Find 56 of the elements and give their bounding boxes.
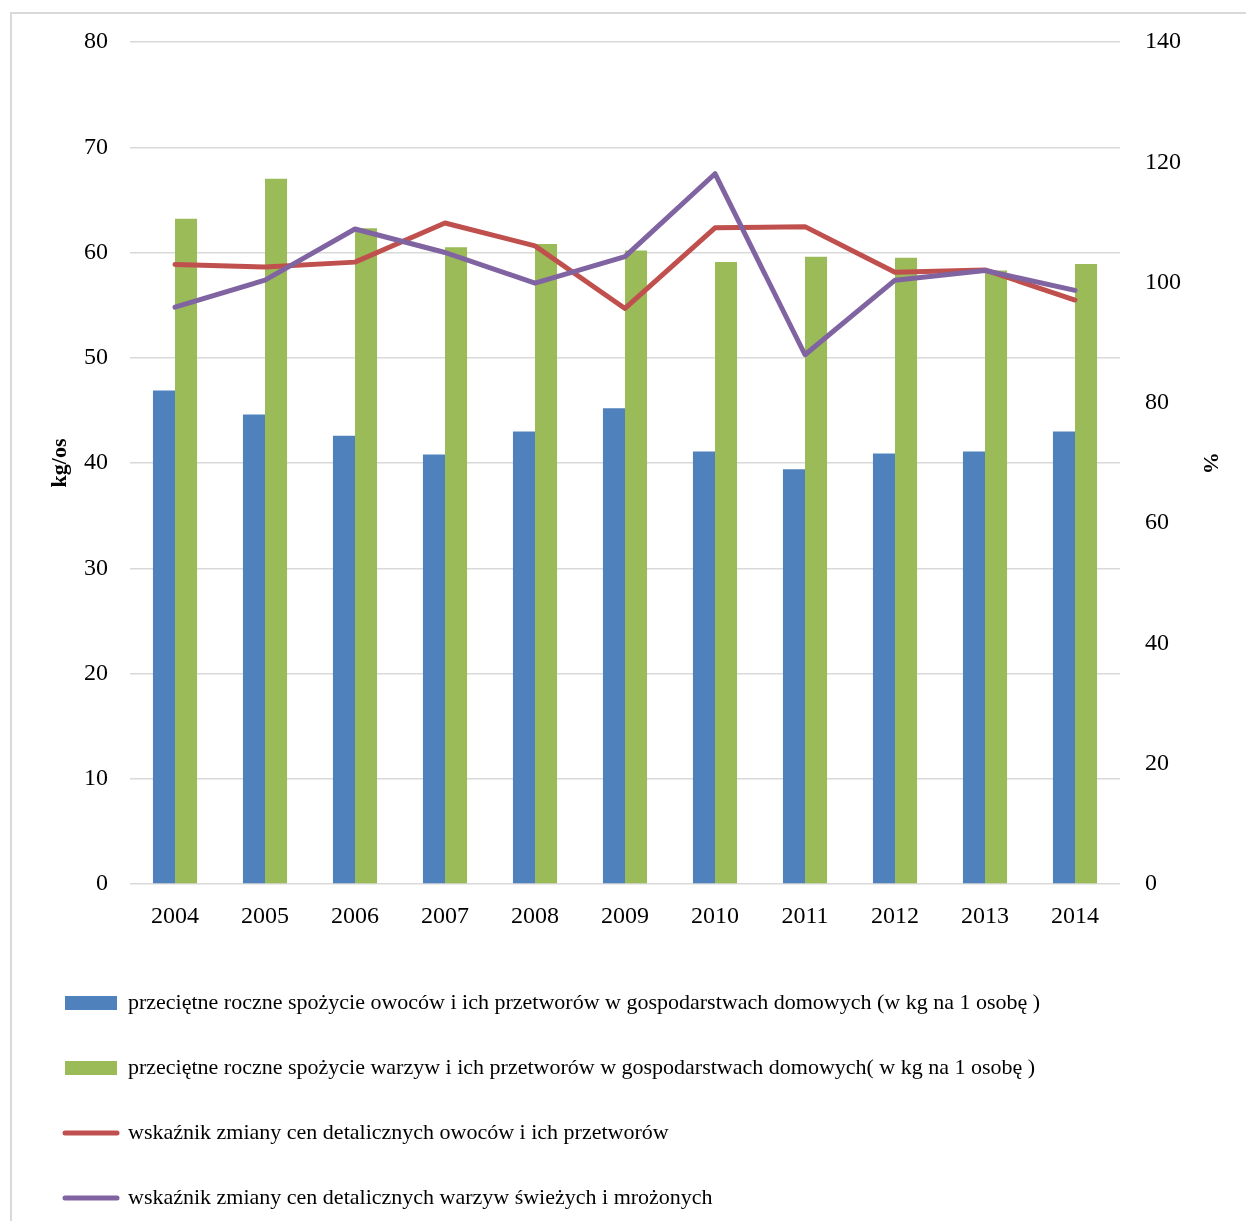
x-tick-label: 2012 xyxy=(871,901,919,928)
legend-label: przeciętne roczne spożycie warzyw i ich przetworów w gospodarstwach domowych( w kg na 1 osobę ) xyxy=(128,1053,1036,1079)
y-tick-label: 0 xyxy=(96,869,108,896)
bar xyxy=(692,451,715,884)
x-tick-label: 2006 xyxy=(331,901,379,928)
y2-tick-label: 20 xyxy=(1145,749,1169,776)
x-tick-label: 2005 xyxy=(241,901,289,928)
legend-label: wskaźnik zmiany cen detalicznych warzyw świeżych i mrożonych xyxy=(128,1183,713,1209)
y-tick-label: 30 xyxy=(84,553,108,580)
y2-tick-label: 100 xyxy=(1145,267,1181,294)
bar xyxy=(512,431,535,884)
bar xyxy=(805,256,828,884)
bar xyxy=(962,451,985,884)
bar xyxy=(535,244,558,884)
y2-tick-label: 80 xyxy=(1145,388,1169,415)
x-tick-label: 2014 xyxy=(1051,901,1099,928)
x-tick-label: 2013 xyxy=(961,901,1009,928)
x-tick-label: 2004 xyxy=(151,901,199,928)
y-tick-label: 10 xyxy=(84,764,108,791)
y-tick-label: 70 xyxy=(84,132,108,159)
bar xyxy=(1052,431,1075,884)
x-tick-label: 2007 xyxy=(421,901,469,928)
y2-tick-label: 120 xyxy=(1145,147,1181,174)
bar xyxy=(782,469,805,884)
y2-tick-label: 60 xyxy=(1145,508,1169,535)
y-axis-title: kg/os xyxy=(45,438,71,488)
bar xyxy=(265,178,288,884)
y2-axis-title: % xyxy=(1199,452,1225,474)
bar xyxy=(985,270,1008,884)
bar xyxy=(332,435,355,884)
y-tick-label: 60 xyxy=(84,237,108,264)
y-tick-label: 80 xyxy=(84,27,108,54)
bar xyxy=(1075,264,1098,884)
bar xyxy=(872,453,895,884)
y-tick-label: 20 xyxy=(84,658,108,685)
x-tick-label: 2008 xyxy=(511,901,559,928)
y2-tick-label: 40 xyxy=(1145,628,1169,655)
y2-tick-label: 140 xyxy=(1145,27,1181,54)
bar xyxy=(625,250,648,884)
legend-label: przeciętne roczne spożycie owoców i ich przetworów w gospodarstwach domowych (w kg na 1 osobę ) xyxy=(128,988,1041,1014)
y-tick-label: 50 xyxy=(84,343,108,370)
bar xyxy=(422,454,445,884)
bar xyxy=(152,390,175,884)
x-tick-label: 2009 xyxy=(601,901,649,928)
x-tick-label: 2010 xyxy=(691,901,739,928)
bar xyxy=(445,247,468,884)
legend-label: wskaźnik zmiany cen detalicznych owoców i ich przetworów xyxy=(128,1118,669,1144)
bar xyxy=(242,414,265,884)
bar xyxy=(175,218,198,884)
bar xyxy=(602,408,625,884)
bar xyxy=(355,228,378,884)
x-tick-label: 2011 xyxy=(781,901,829,928)
y-tick-label: 40 xyxy=(84,448,108,475)
bar xyxy=(715,261,738,884)
y2-tick-label: 0 xyxy=(1145,869,1157,896)
bar xyxy=(895,257,918,884)
